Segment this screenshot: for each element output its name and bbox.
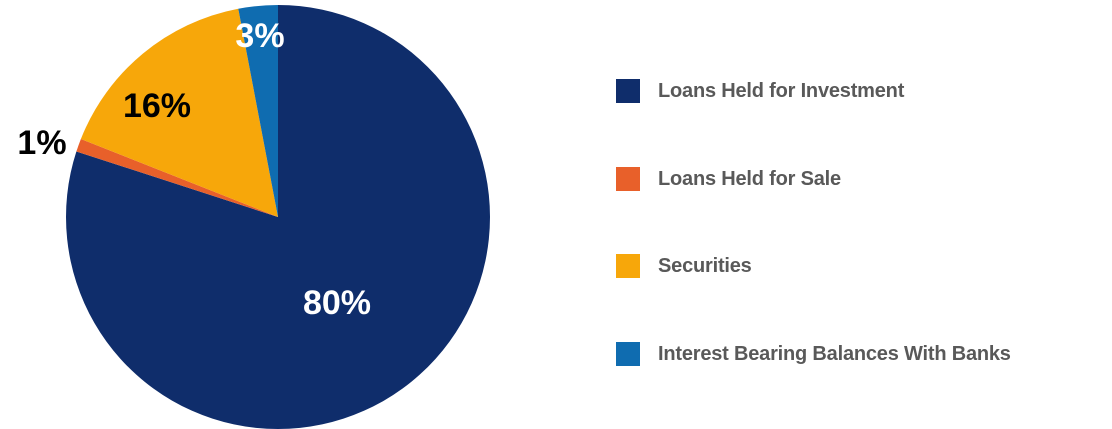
legend-item-loans-held-for-investment: Loans Held for Investment — [616, 78, 904, 104]
legend-swatch — [616, 342, 640, 366]
pie-slice-loans-held-for-investment — [66, 5, 490, 429]
slice-label-interest-bearing-balances-with-banks: 3% — [235, 17, 284, 55]
legend-swatch — [616, 167, 640, 191]
slice-label-loans-held-for-sale: 1% — [17, 124, 66, 162]
pie-slice-interest-bearing-balances-with-banks — [238, 5, 278, 217]
legend-label: Interest Bearing Balances With Banks — [658, 342, 1011, 365]
pie-slices — [66, 5, 490, 429]
legend-item-loans-held-for-sale: Loans Held for Sale — [616, 166, 841, 192]
legend-item-securities: Securities — [616, 253, 752, 279]
legend-swatch — [616, 79, 640, 103]
pie-slice-securities — [80, 8, 278, 218]
legend-label: Securities — [658, 254, 752, 277]
legend-swatch — [616, 254, 640, 278]
pie-slice-loans-held-for-sale — [76, 138, 278, 217]
slice-label-securities: 16% — [123, 87, 191, 125]
pie-labels: 80% 1% 16% 3% — [17, 17, 371, 322]
legend-item-interest-bearing-balances-with-banks: Interest Bearing Balances With Banks — [616, 341, 1011, 367]
legend-label: Loans Held for Sale — [658, 167, 841, 190]
slice-label-loans-held-for-investment: 80% — [303, 284, 371, 322]
legend-label: Loans Held for Investment — [658, 79, 905, 102]
